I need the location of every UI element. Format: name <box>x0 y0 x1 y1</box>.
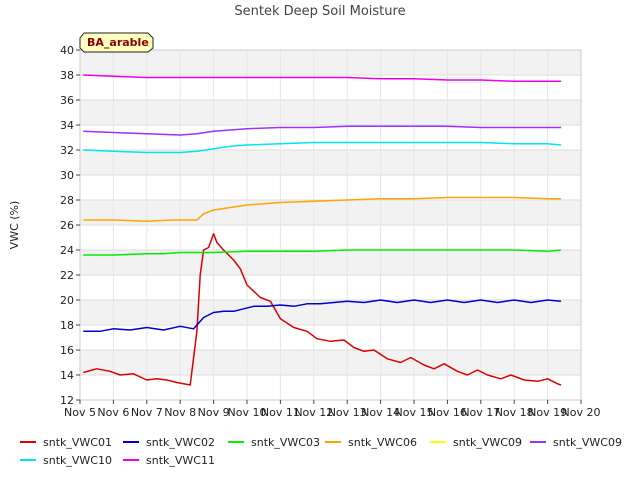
x-tick-label: Nov 20 <box>562 406 601 419</box>
y-tick-label: 36 <box>60 94 74 107</box>
y-tick-label: 12 <box>60 394 74 407</box>
legend-item: sntk_VWC06 <box>325 436 417 449</box>
x-tick-label: Nov 19 <box>528 406 567 419</box>
x-tick-label: Nov 9 <box>198 406 230 419</box>
legend-label: sntk_VWC02 <box>146 436 215 449</box>
y-tick-label: 14 <box>60 369 74 382</box>
x-tick-label: Nov 18 <box>495 406 534 419</box>
grid-band <box>80 150 581 175</box>
series-lines <box>83 74 562 386</box>
x-tick-label: Nov 10 <box>228 406 267 419</box>
series-line-sntk_vwc11 <box>83 74 561 83</box>
y-tick-label: 16 <box>60 344 74 357</box>
legend-label: sntk_VWC09 <box>553 436 622 449</box>
y-axis: 12 14 16 18 20 22 24 26 28 30 32 34 36 38 40 <box>60 44 80 407</box>
y-tick-label: 32 <box>60 144 74 157</box>
x-tick-label: Nov 7 <box>131 406 163 419</box>
y-axis-label: VWC (%) <box>8 201 21 250</box>
chart-title: Sentek Deep Soil Moisture <box>234 4 405 19</box>
legend-item: sntk_VWC09 <box>530 436 622 449</box>
x-tick-label: Nov 11 <box>261 406 300 419</box>
y-tick-label: 30 <box>60 169 74 182</box>
y-tick-label: 20 <box>60 294 74 307</box>
x-tick-label: Nov 14 <box>361 406 400 419</box>
legend-label: sntk_VWC01 <box>43 436 112 449</box>
legend-item: sntk_VWC09 <box>430 436 522 449</box>
legend-label: sntk_VWC11 <box>146 454 215 467</box>
x-tick-label: Nov 13 <box>328 406 367 419</box>
series-line-sntk_vwc01 <box>83 233 562 386</box>
site-label-badge: BA_arable <box>79 32 154 53</box>
y-tick-label: 26 <box>60 219 74 232</box>
x-tick-label: Nov 16 <box>428 406 467 419</box>
series-line-sntk_vwc09 <box>83 125 561 136</box>
series-line-sntk_vwc06 <box>83 196 561 222</box>
y-tick-label: 24 <box>60 244 74 257</box>
x-tick-label: Nov 15 <box>395 406 434 419</box>
legend-label: sntk_VWC03 <box>251 436 320 449</box>
legend-item: sntk_VWC03 <box>228 436 320 449</box>
x-tick-label: Nov 12 <box>294 406 333 419</box>
grid-band <box>80 100 581 125</box>
grid-bands <box>80 50 581 375</box>
y-tick-label: 22 <box>60 269 74 282</box>
series-line-sntk_vwc03 <box>83 249 562 256</box>
x-tick-label: Nov 6 <box>97 406 129 419</box>
x-tick-label: Nov 8 <box>164 406 196 419</box>
legend-item: sntk_VWC10 <box>20 454 112 467</box>
x-tick-label: Nov 5 <box>64 406 96 419</box>
y-tick-label: 38 <box>60 69 74 82</box>
legend: sntk_VWC01 sntk_VWC02 sntk_VWC03 sntk_VWC06… <box>20 436 622 467</box>
y-tick-label: 28 <box>60 194 74 207</box>
legend-label: sntk_VWC10 <box>43 454 112 467</box>
legend-item: sntk_VWC11 <box>123 454 215 467</box>
y-tick-label: 18 <box>60 319 74 332</box>
legend-item: sntk_VWC01 <box>20 436 112 449</box>
grid-band <box>80 300 581 325</box>
legend-label: sntk_VWC06 <box>348 436 417 449</box>
legend-label: sntk_VWC09 <box>453 436 522 449</box>
grid-band <box>80 350 581 375</box>
site-label-box <box>79 32 154 53</box>
grid-band <box>80 50 581 75</box>
x-tick-label: Nov 17 <box>461 406 500 419</box>
site-label-text: BA_arable <box>87 36 149 49</box>
y-tick-label: 34 <box>60 119 74 132</box>
y-tick-label: 40 <box>60 44 74 57</box>
series-line-sntk_vwc02 <box>83 299 562 333</box>
series-line-sntk_vwc10 <box>83 141 562 154</box>
legend-item: sntk_VWC02 <box>123 436 215 449</box>
